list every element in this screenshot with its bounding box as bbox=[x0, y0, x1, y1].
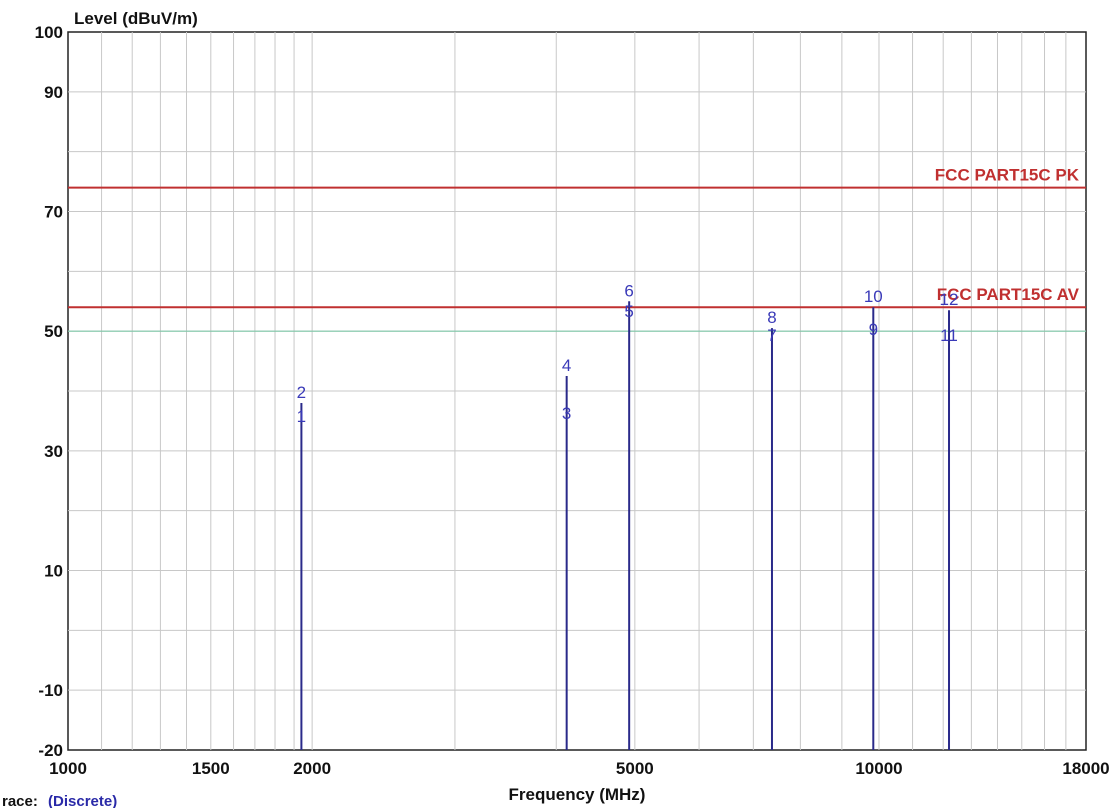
marker-label: 3 bbox=[562, 404, 571, 423]
marker-label: 2 bbox=[297, 383, 306, 402]
limit-line-label: FCC PART15C AV bbox=[937, 285, 1080, 304]
limit-lines: FCC PART15C PK FCC PART15C AV bbox=[68, 166, 1086, 309]
x-tick-labels: 1000 1500 2000 5000 10000 18000 bbox=[49, 759, 1110, 778]
marker-label: 5 bbox=[624, 302, 633, 321]
marker-label: 12 bbox=[940, 290, 959, 309]
y-tick-labels: -20 -10 10 30 50 70 90 100 bbox=[35, 23, 63, 760]
x-tick-label: 1000 bbox=[49, 759, 87, 778]
y-axis-title: Level (dBuV/m) bbox=[74, 9, 198, 28]
marker-label: 1 bbox=[297, 407, 306, 426]
limit-line-label: FCC PART15C PK bbox=[935, 166, 1080, 185]
trace-note: race: (Discrete) bbox=[2, 793, 117, 808]
marker-label: 10 bbox=[864, 287, 883, 306]
y-tick-label: 70 bbox=[44, 203, 63, 222]
x-tick-label: 10000 bbox=[855, 759, 902, 778]
marker-label: 9 bbox=[869, 320, 878, 339]
y-tick-label: -20 bbox=[38, 741, 63, 760]
y-tick-label: 50 bbox=[44, 322, 63, 341]
x-axis-title: Frequency (MHz) bbox=[509, 785, 646, 804]
marker-label: 4 bbox=[562, 356, 571, 375]
y-tick-label: 100 bbox=[35, 23, 63, 42]
y-tick-label: 30 bbox=[44, 442, 63, 461]
grid bbox=[68, 32, 1086, 750]
y-tick-label: -10 bbox=[38, 681, 63, 700]
marker-label: 7 bbox=[767, 326, 776, 345]
trace-note-value: (Discrete) bbox=[48, 793, 117, 808]
marker-label: 6 bbox=[624, 281, 633, 300]
y-tick-label: 90 bbox=[44, 83, 63, 102]
x-tick-label: 2000 bbox=[293, 759, 331, 778]
x-tick-label: 18000 bbox=[1062, 759, 1109, 778]
x-tick-label: 5000 bbox=[616, 759, 654, 778]
trace-spikes bbox=[300, 301, 951, 750]
marker-label: 8 bbox=[767, 308, 776, 327]
x-tick-label: 1500 bbox=[192, 759, 230, 778]
trace-note-prefix: race: bbox=[2, 793, 38, 808]
y-tick-label: 10 bbox=[44, 562, 63, 581]
marker-label: 11 bbox=[940, 326, 958, 345]
